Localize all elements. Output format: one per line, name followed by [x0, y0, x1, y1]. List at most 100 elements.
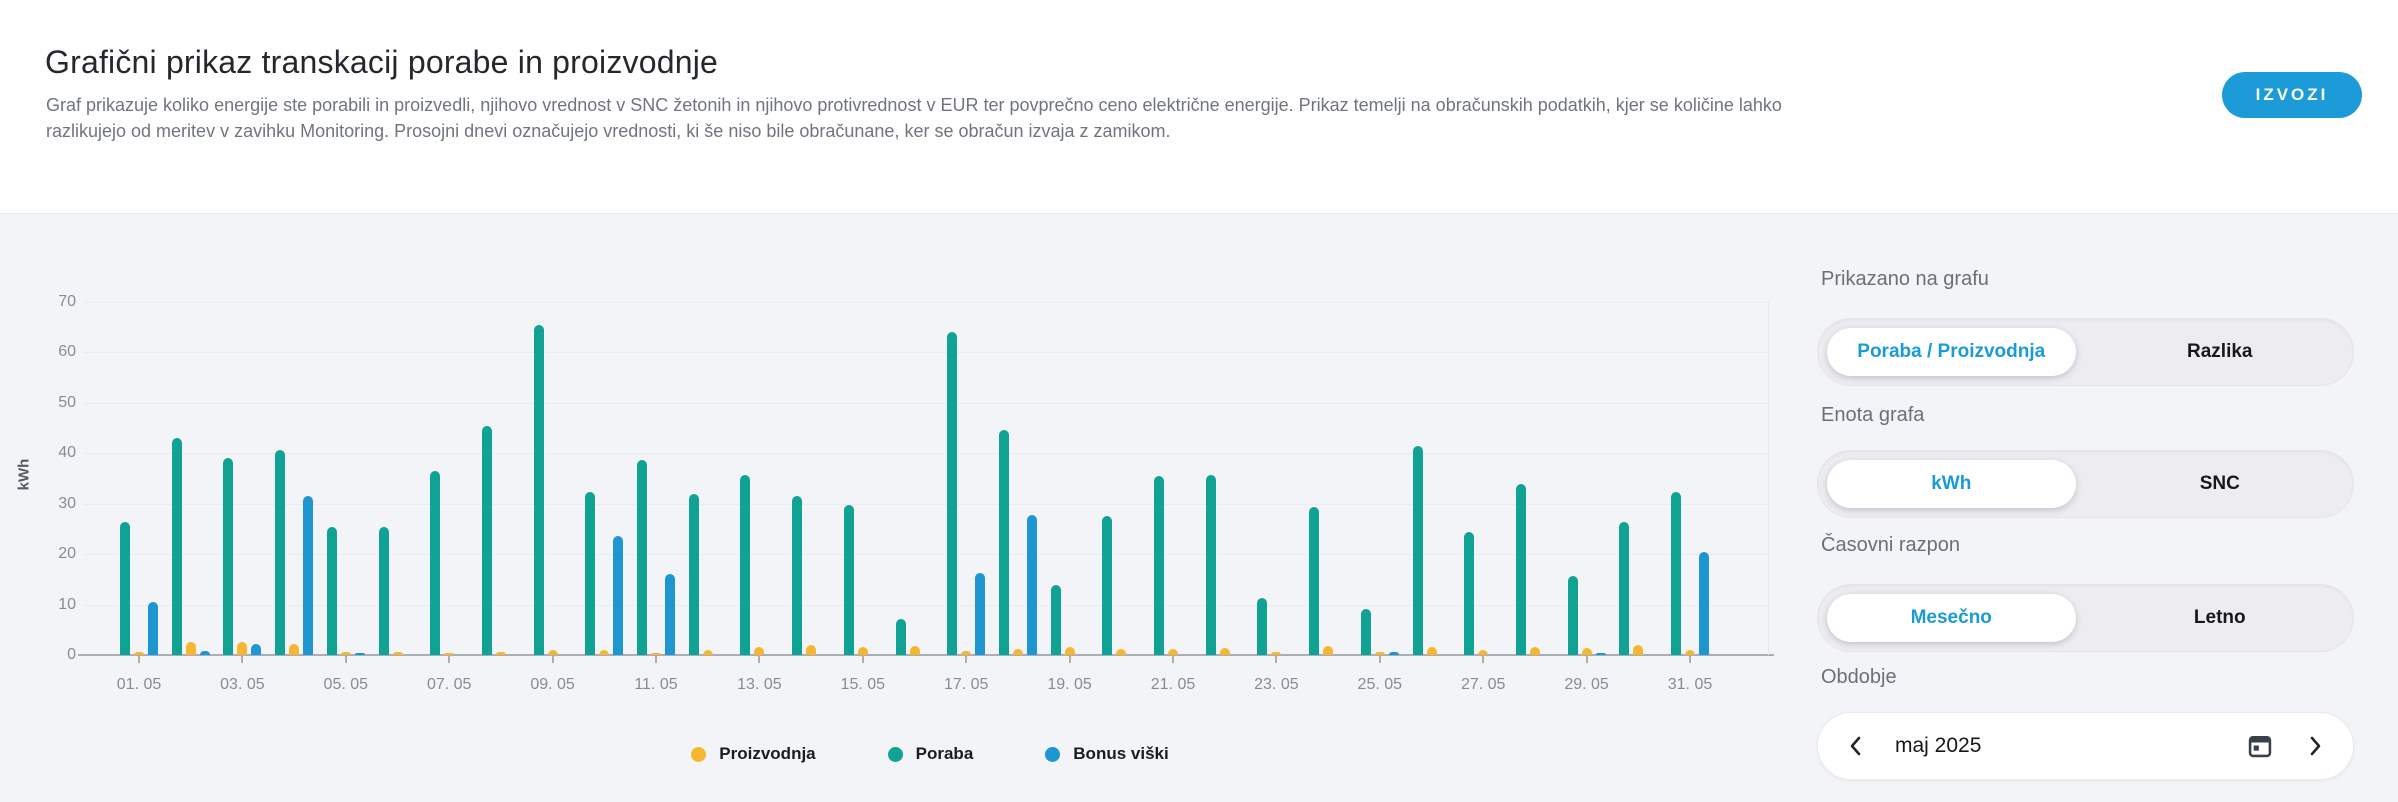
previous-month-button[interactable]	[1848, 734, 1863, 758]
toggle-option-mesecno[interactable]: Mesečno	[1827, 594, 2076, 642]
calendar-icon	[2246, 732, 2274, 760]
x-axis-tickmark	[1482, 656, 1485, 663]
x-axis-tickmark	[1275, 656, 1278, 663]
bar-poraba	[1412, 445, 1423, 655]
display-group-label: Prikazano na grafu	[1821, 268, 1989, 290]
x-axis-tick-label: 25. 05	[1357, 676, 1403, 693]
bar-proizvodnja	[702, 650, 713, 655]
bar-poraba	[1360, 609, 1371, 655]
bar-bonus-viški	[613, 536, 624, 655]
gridline	[84, 503, 1768, 505]
open-calendar-button[interactable]	[2246, 732, 2274, 760]
bar-poraba	[688, 493, 699, 655]
next-month-button[interactable]	[2308, 734, 2323, 758]
bar-proizvodnja	[651, 652, 661, 655]
period-picker[interactable]: maj 2025	[1817, 712, 2354, 780]
x-axis-tick-label: 21. 05	[1150, 676, 1196, 693]
legend-item-poraba[interactable]: Poraba	[887, 744, 974, 764]
bar-poraba	[275, 449, 286, 655]
toggle-option-razlika[interactable]: Razlika	[2187, 341, 2253, 362]
bar-poraba	[1671, 491, 1681, 655]
bar-proizvodnja	[185, 641, 196, 655]
bar-proizvodnja	[1219, 647, 1230, 655]
bar-poraba	[792, 495, 803, 655]
bar-poraba	[895, 618, 906, 655]
x-axis-tickmark	[1585, 656, 1588, 663]
x-axis-tickmark	[344, 656, 347, 663]
bar-proizvodnja	[237, 641, 248, 655]
x-axis-tickmark	[551, 656, 554, 663]
bar-proizvodnja	[444, 652, 455, 655]
x-axis-tick-label: 17. 05	[943, 676, 989, 693]
bar-bonus-viški	[199, 651, 210, 655]
bar-poraba	[843, 505, 854, 655]
x-axis-tick-label: 03. 05	[220, 676, 265, 693]
bar-proizvodnja	[1478, 650, 1489, 655]
bar-bonus-viški	[148, 601, 158, 655]
legend-label: Poraba	[915, 744, 974, 763]
bar-proizvodnja	[340, 651, 351, 655]
y-axis-tick-label: 30	[58, 494, 76, 512]
bar-proizvodnja	[1116, 648, 1127, 655]
toggle-option-letno[interactable]: Letno	[2193, 607, 2246, 628]
proizvodnja-dot-icon	[691, 746, 707, 762]
bar-proizvodnja	[495, 652, 506, 655]
y-axis-tick-label: 50	[58, 393, 76, 411]
bar-proizvodnja	[806, 644, 817, 655]
bar-poraba	[430, 471, 441, 655]
bar-poraba	[585, 492, 596, 655]
x-axis-tick-label: 09. 05	[530, 676, 575, 693]
bar-proizvodnja	[1064, 646, 1075, 655]
bar-poraba	[1257, 597, 1268, 655]
x-axis-tick-label: 27. 05	[1460, 676, 1506, 693]
y-axis-tick-label: 20	[58, 545, 76, 563]
bar-poraba	[533, 324, 544, 655]
bar-bonus-viški	[303, 495, 314, 655]
legend-item-bonus-viski[interactable]: Bonus viški	[1045, 744, 1169, 764]
x-axis-tickmark	[1068, 656, 1071, 663]
gridline	[84, 402, 1768, 404]
display-toggle: Poraba / Proizvodnja Razlika	[1817, 318, 2354, 386]
y-axis-tick-label: 60	[58, 343, 76, 361]
legend-label: Bonus viški	[1073, 744, 1169, 763]
bar-bonus-viški	[354, 653, 365, 655]
bar-proizvodnja	[547, 649, 558, 655]
unit-group-label: Enota grafa	[1821, 404, 1925, 426]
bar-poraba	[481, 426, 492, 655]
bar-proizvodnja	[1426, 646, 1437, 655]
x-axis-tick-label: 13. 05	[737, 676, 782, 693]
x-axis-line	[78, 654, 1774, 656]
range-group-label: Časovni razpon	[1821, 534, 1960, 556]
bar-bonus-viški	[1595, 653, 1606, 655]
bar-bonus-viški	[1699, 551, 1709, 655]
period-group-label: Obdobje	[1821, 666, 1897, 688]
x-axis-tick-label: 19. 05	[1047, 676, 1092, 693]
page-header: Grafični prikaz transkacij porabe in pro…	[0, 0, 2398, 214]
bar-poraba	[1567, 576, 1578, 655]
bar-proizvodnja	[1581, 647, 1592, 655]
chart-legend: Proizvodnja Poraba Bonus viški	[90, 744, 1770, 764]
bonus-viski-dot-icon	[1045, 746, 1061, 762]
toggle-option-snc[interactable]: SNC	[2199, 473, 2240, 494]
bar-proizvodnja	[857, 647, 868, 655]
bar-proizvodnja	[754, 647, 765, 655]
bar-bonus-viški	[1388, 651, 1399, 655]
x-axis-tick-label: 29. 05	[1564, 676, 1609, 693]
export-button[interactable]: IZVOZI	[2222, 72, 2362, 118]
bar-poraba	[171, 438, 182, 655]
bar-proizvodnja	[392, 652, 403, 655]
legend-item-proizvodnja[interactable]: Proizvodnja	[691, 744, 816, 764]
bar-proizvodnja	[961, 650, 972, 655]
toggle-option-kwh[interactable]: kWh	[1827, 460, 2076, 508]
description-line-1: Graf prikazuje koliko energije ste porab…	[46, 95, 1782, 115]
x-axis-tick-label: 01. 05	[116, 676, 162, 693]
gridline	[84, 352, 1768, 354]
x-axis-tickmark	[1172, 656, 1174, 663]
x-axis-tickmark	[965, 656, 968, 663]
toggle-option-poraba-proizvodnja[interactable]: Poraba / Proizvodnja	[1827, 328, 2076, 376]
bar-proizvodnja	[1271, 652, 1282, 655]
bar-proizvodnja	[289, 644, 300, 655]
bar-poraba	[120, 522, 130, 655]
bar-poraba	[223, 458, 234, 655]
unit-toggle: kWh SNC	[1817, 450, 2354, 518]
